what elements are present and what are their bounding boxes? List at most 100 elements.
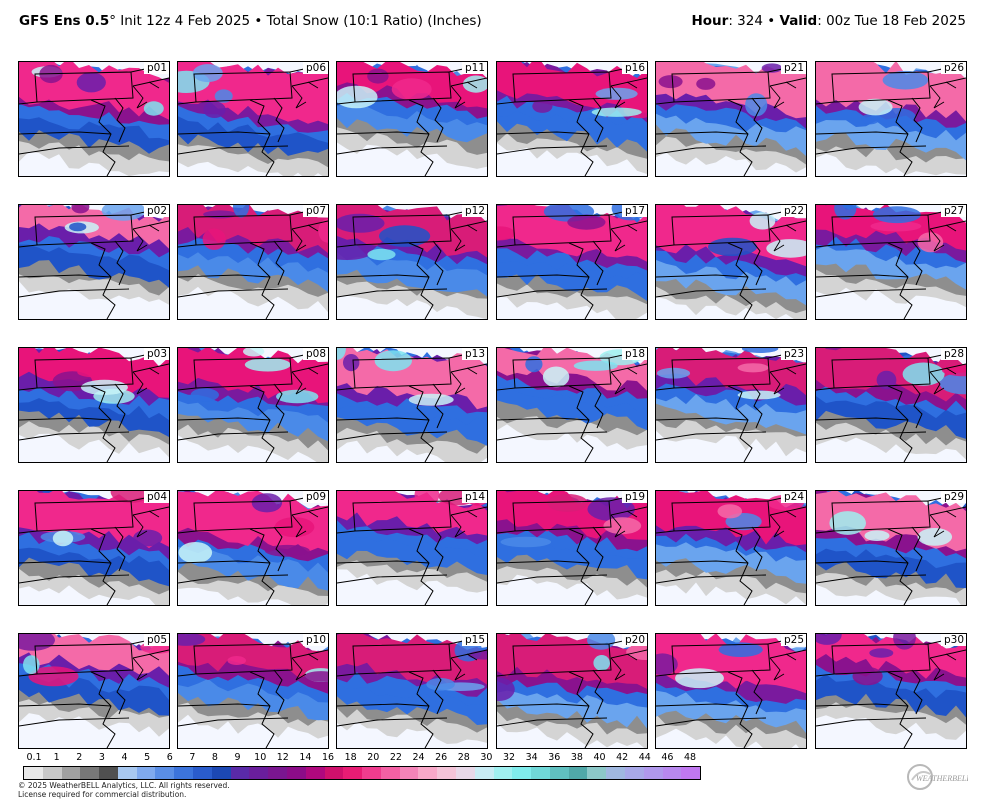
colorbar-tick: 14 bbox=[299, 752, 312, 763]
ensemble-member-panel: p03 bbox=[18, 347, 170, 463]
colorbar-tick: 12 bbox=[276, 752, 289, 763]
ensemble-member-panel: p06 bbox=[177, 61, 329, 177]
valid-time-info: Hour: 324 • Valid: 00z Tue 18 Feb 2025 bbox=[691, 13, 966, 29]
member-label: p17 bbox=[621, 205, 647, 217]
colorbar-swatch bbox=[193, 767, 212, 779]
snow-field bbox=[656, 348, 806, 462]
colorbar-tick: 18 bbox=[344, 752, 357, 763]
valid-separator: • bbox=[762, 13, 780, 29]
colorbar-swatch bbox=[399, 767, 419, 779]
ensemble-member-panel: p13 bbox=[336, 347, 488, 463]
colorbar-tick: 16 bbox=[322, 752, 335, 763]
ensemble-member-panel: p30 bbox=[815, 633, 967, 749]
snow-field bbox=[337, 634, 487, 748]
ensemble-member-panel: p16 bbox=[496, 61, 648, 177]
colorbar-tick: 20 bbox=[367, 752, 380, 763]
member-label: p07 bbox=[302, 205, 328, 217]
ensemble-member-panel: p28 bbox=[815, 347, 967, 463]
snow-field bbox=[497, 491, 647, 605]
colorbar-swatch bbox=[324, 767, 344, 779]
snow-field bbox=[497, 205, 647, 319]
member-label: p09 bbox=[302, 491, 328, 503]
ensemble-member-panel: p23 bbox=[655, 347, 807, 463]
colorbar-swatch bbox=[268, 767, 287, 779]
snow-field bbox=[497, 348, 647, 462]
colorbar-tick: 42 bbox=[616, 752, 629, 763]
colorbar-tick: 2 bbox=[76, 752, 83, 763]
snow-field bbox=[656, 62, 806, 176]
snow-field bbox=[816, 634, 966, 748]
member-label: p20 bbox=[621, 634, 647, 646]
colorbar-swatch bbox=[455, 767, 475, 779]
member-label: p30 bbox=[940, 634, 966, 646]
colorbar-swatch bbox=[418, 767, 438, 779]
colorbar-swatch bbox=[587, 767, 607, 779]
colorbar-swatch bbox=[681, 767, 701, 779]
snow-field bbox=[19, 205, 169, 319]
snow-field bbox=[337, 348, 487, 462]
license-line: License required for commercial distribu… bbox=[18, 790, 187, 799]
colorbar-swatch bbox=[493, 767, 513, 779]
ensemble-member-panel: p17 bbox=[496, 204, 648, 320]
snow-field bbox=[178, 634, 328, 748]
colorbar-swatch bbox=[662, 767, 682, 779]
colorbar-tick: 36 bbox=[548, 752, 561, 763]
member-label: p26 bbox=[940, 62, 966, 74]
colorbar-tick: 38 bbox=[570, 752, 583, 763]
colorbar-tick: 10 bbox=[254, 752, 267, 763]
model-name: GFS Ens 0.5 bbox=[19, 13, 110, 29]
member-label: p18 bbox=[621, 348, 647, 360]
member-label: p23 bbox=[780, 348, 806, 360]
member-label: p22 bbox=[780, 205, 806, 217]
member-label: p25 bbox=[780, 634, 806, 646]
ensemble-member-panel: p05 bbox=[18, 633, 170, 749]
snow-field bbox=[178, 62, 328, 176]
colorbar-swatch bbox=[362, 767, 381, 779]
ensemble-member-panel: p19 bbox=[496, 490, 648, 606]
colorbar-tick: 1 bbox=[53, 752, 60, 763]
colorbar-swatch bbox=[99, 767, 118, 779]
colorbar-tick: 48 bbox=[683, 752, 697, 763]
weatherbell-logo: WEATHERBELL bbox=[907, 764, 968, 790]
colorbar-tick: 4 bbox=[121, 752, 128, 763]
copyright-notice: © 2025 WeatherBELL Analytics, LLC. All r… bbox=[18, 781, 230, 799]
ensemble-member-panel: p11 bbox=[336, 61, 488, 177]
member-label: p28 bbox=[940, 348, 966, 360]
ensemble-member-panel: p18 bbox=[496, 347, 648, 463]
member-label: p02 bbox=[143, 205, 169, 217]
colorbar-tick: 0.1 bbox=[26, 752, 42, 763]
colorbar-swatch bbox=[343, 767, 363, 779]
snow-colorbar bbox=[23, 766, 701, 780]
ensemble-member-panel: p09 bbox=[177, 490, 329, 606]
snow-field bbox=[337, 205, 487, 319]
ensemble-member-panel: p26 bbox=[815, 61, 967, 177]
colorbar-swatch bbox=[136, 767, 156, 779]
title-separator: • bbox=[250, 13, 267, 29]
hour-value: : 324 bbox=[728, 13, 763, 29]
colorbar-tick: 32 bbox=[502, 752, 516, 763]
snow-field bbox=[178, 205, 328, 319]
snow-field bbox=[656, 634, 806, 748]
member-label: p21 bbox=[780, 62, 806, 74]
member-label: p13 bbox=[461, 348, 487, 360]
member-label: p29 bbox=[940, 491, 966, 503]
colorbar-tick: 22 bbox=[389, 752, 402, 763]
member-label: p27 bbox=[940, 205, 966, 217]
colorbar-tick: 44 bbox=[638, 752, 651, 763]
colorbar-swatch bbox=[24, 767, 43, 779]
colorbar-swatch bbox=[568, 767, 588, 779]
colorbar-swatch bbox=[174, 767, 194, 779]
colorbar-swatch bbox=[474, 767, 494, 779]
member-label: p12 bbox=[461, 205, 487, 217]
colorbar-tick: 3 bbox=[98, 752, 105, 763]
colorbar-swatch bbox=[305, 767, 325, 779]
hour-label: Hour bbox=[691, 13, 729, 29]
member-label: p04 bbox=[143, 491, 169, 503]
colorbar-swatch bbox=[643, 767, 663, 779]
snow-field bbox=[816, 205, 966, 319]
ensemble-member-panel: p08 bbox=[177, 347, 329, 463]
snow-field bbox=[497, 634, 647, 748]
colorbar-tick: 46 bbox=[661, 752, 674, 763]
colorbar-tick: 24 bbox=[412, 752, 425, 763]
